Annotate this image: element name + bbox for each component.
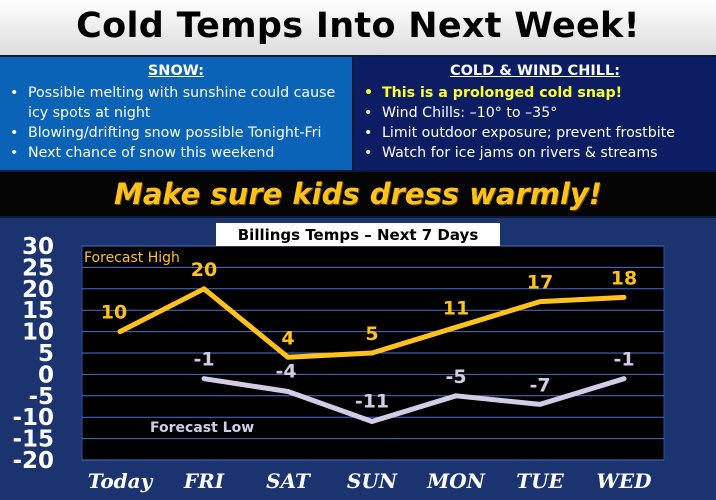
low-data-label: -1: [193, 349, 214, 371]
y-tick-label: 15: [22, 298, 54, 324]
snow-list-item: • Possible melting with sunshine could ca…: [8, 83, 344, 123]
low-data-label: -11: [355, 390, 389, 412]
high-data-label: 10: [101, 302, 127, 324]
chart-area: 30 25 20 15 10 5 0 -5 -10 -15 -20 Today FRI SAT SUN MO…: [0, 218, 716, 500]
x-tick-label: WED: [596, 469, 652, 493]
cold-list-item: • This is a prolonged cold snap!: [362, 83, 708, 103]
high-data-label: 11: [443, 297, 469, 319]
x-tick-label: FRI: [183, 469, 225, 493]
y-tick-label: 30: [22, 234, 54, 260]
x-tick-label: MON: [426, 469, 486, 493]
snow-list-item: • Blowing/drifting snow possible Tonight-…: [8, 123, 344, 143]
low-data-label: -4: [275, 361, 296, 383]
chart-title: Billings Temps – Next 7 Days: [238, 226, 479, 244]
y-tick-label: -15: [12, 427, 54, 453]
y-tick-label: 10: [22, 320, 54, 346]
y-tick-label: -5: [28, 384, 54, 410]
bullet-icon: •: [10, 145, 19, 161]
cold-wind-chill-panel: COLD & WIND CHILL: • This is a prolonged …: [354, 57, 716, 170]
snow-item-text: Next chance of snow this weekend: [28, 145, 275, 161]
bullet-icon: •: [364, 145, 373, 161]
title-bar: Cold Temps Into Next Week!: [0, 0, 716, 55]
high-data-label: 5: [365, 323, 378, 345]
snow-panel-header: SNOW:: [147, 63, 205, 79]
x-tick-label: SUN: [347, 469, 398, 493]
bullet-icon: •: [364, 125, 373, 141]
bullet-icon: •: [10, 85, 19, 101]
low-data-label: -1: [613, 349, 634, 371]
low-data-label: -5: [445, 366, 466, 388]
high-data-label: 20: [191, 259, 217, 281]
cold-item-text: This is a prolonged cold snap!: [382, 85, 623, 101]
snow-list-item: • Next chance of snow this weekend: [8, 143, 344, 163]
x-axis-ticks: Today FRI SAT SUN MON TUE WED: [88, 469, 652, 493]
cold-item-text: Wind Chills: –10° to –35°: [382, 105, 558, 121]
cold-list: • This is a prolonged cold snap! • Wind Ch…: [362, 83, 708, 163]
chart-title-group: Billings Temps – Next 7 Days: [216, 223, 500, 246]
page-title: Cold Temps Into Next Week!: [76, 6, 640, 46]
y-tick-label: 5: [38, 341, 54, 367]
forecast-low-line: [201, 376, 627, 424]
y-tick-label: 0: [38, 362, 54, 388]
cold-panel-header: COLD & WIND CHILL:: [449, 63, 621, 79]
x-tick-label: TUE: [516, 469, 564, 493]
forecast-low-legend: Forecast Low: [150, 420, 254, 436]
cold-item-text: Watch for ice jams on rivers & streams: [382, 145, 658, 161]
series-names: Forecast High Forecast Low: [84, 250, 254, 436]
bullet-icon: •: [364, 85, 374, 101]
snow-item-text: Blowing/drifting snow possible Tonight-F…: [28, 125, 322, 141]
high-data-label: 17: [527, 272, 553, 294]
y-tick-label: -20: [12, 448, 54, 474]
gridlines: [82, 245, 664, 461]
high-data-label: 4: [281, 327, 294, 349]
x-tick-label: SAT: [266, 469, 312, 493]
snow-panel: SNOW: • Possible melting with sunshine co…: [0, 57, 352, 170]
cold-list-item: • Limit outdoor exposure; prevent frostbi…: [362, 123, 708, 143]
y-tick-label: 20: [22, 277, 54, 303]
chart-title-box: [216, 223, 500, 246]
bullet-icon: •: [364, 105, 373, 121]
kids-banner-text: Make sure kids dress warmly!: [113, 177, 603, 211]
cold-list-item: • Wind Chills: –10° to –35°: [362, 103, 708, 123]
bullet-icon: •: [10, 125, 19, 141]
low-data-label: -7: [529, 374, 550, 396]
cold-list-item: • Watch for ice jams on rivers & streams: [362, 143, 708, 163]
cold-item-text: Limit outdoor exposure; prevent frostbit…: [382, 125, 675, 141]
data-labels: 10 20 4 5 11 17 18 -1 -4 -11 -5 -7 -1: [101, 259, 637, 413]
x-tick-label: Today: [88, 469, 154, 493]
y-tick-label: -10: [12, 405, 54, 431]
series-lines: [117, 286, 627, 424]
y-tick-label: 25: [22, 255, 54, 281]
snow-item-text: Possible melting with sunshine could cau…: [28, 85, 336, 121]
snow-list: • Possible melting with sunshine could ca…: [8, 83, 344, 163]
forecast-high-line: [117, 286, 627, 360]
forecast-high-legend: Forecast High: [84, 250, 180, 266]
high-data-label: 18: [611, 267, 637, 289]
kids-banner: Make sure kids dress warmly!: [0, 172, 716, 216]
